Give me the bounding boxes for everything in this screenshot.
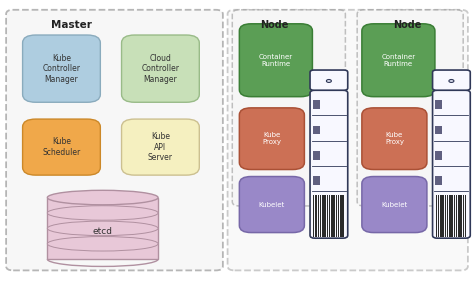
FancyBboxPatch shape (362, 108, 427, 170)
FancyBboxPatch shape (310, 70, 348, 90)
Bar (340, 195, 342, 237)
Bar (313, 151, 319, 160)
Ellipse shape (47, 221, 158, 236)
Text: Kube
API
Server: Kube API Server (148, 132, 173, 162)
Bar (449, 195, 451, 237)
Bar (342, 195, 344, 237)
Bar (438, 195, 439, 237)
FancyBboxPatch shape (232, 10, 346, 206)
Text: Container
Runtime: Container Runtime (381, 54, 415, 67)
Bar (445, 195, 446, 237)
Text: Kube
Proxy: Kube Proxy (263, 132, 282, 145)
Bar (329, 195, 330, 237)
Bar (333, 195, 335, 237)
Bar (458, 195, 460, 237)
Bar (436, 195, 437, 237)
Text: Node: Node (393, 20, 421, 30)
Polygon shape (47, 198, 158, 259)
Text: Kube
Scheduler: Kube Scheduler (42, 138, 81, 157)
Bar (460, 195, 462, 237)
Ellipse shape (47, 190, 158, 205)
FancyBboxPatch shape (121, 35, 199, 102)
Bar (463, 195, 464, 237)
Circle shape (327, 80, 331, 82)
Text: Cloud
Controller
Manager: Cloud Controller Manager (141, 54, 180, 83)
Text: Master: Master (51, 20, 91, 30)
Bar (465, 195, 466, 237)
FancyBboxPatch shape (362, 24, 435, 97)
FancyBboxPatch shape (239, 24, 312, 97)
FancyBboxPatch shape (121, 119, 199, 175)
Bar (456, 195, 457, 237)
Text: Kubelet: Kubelet (381, 201, 408, 207)
Bar (338, 195, 339, 237)
FancyBboxPatch shape (23, 119, 100, 175)
FancyBboxPatch shape (6, 10, 223, 270)
Bar (442, 195, 444, 237)
Text: Kube
Proxy: Kube Proxy (385, 132, 404, 145)
Bar (313, 126, 319, 134)
Bar (451, 195, 453, 237)
Bar (313, 100, 319, 109)
Bar (318, 195, 319, 237)
Bar (436, 100, 442, 109)
Bar (436, 151, 442, 160)
Ellipse shape (47, 237, 158, 251)
FancyBboxPatch shape (433, 70, 470, 90)
FancyBboxPatch shape (362, 177, 427, 233)
Bar (320, 195, 321, 237)
Bar (327, 195, 328, 237)
Bar (454, 195, 455, 237)
Bar (322, 195, 324, 237)
Bar (436, 126, 442, 134)
FancyBboxPatch shape (310, 90, 348, 238)
Text: Kubelet: Kubelet (259, 201, 285, 207)
FancyBboxPatch shape (239, 177, 304, 233)
Bar (336, 195, 337, 237)
Ellipse shape (47, 206, 158, 220)
Bar (331, 195, 333, 237)
FancyBboxPatch shape (433, 90, 470, 238)
FancyBboxPatch shape (228, 10, 468, 270)
Text: Node: Node (260, 20, 288, 30)
FancyBboxPatch shape (239, 108, 304, 170)
Bar (313, 195, 314, 237)
Text: Kube
Controller
Manager: Kube Controller Manager (43, 54, 81, 83)
Text: Container
Runtime: Container Runtime (259, 54, 293, 67)
Bar (447, 195, 448, 237)
Text: etcd: etcd (93, 227, 113, 236)
Bar (324, 195, 326, 237)
FancyBboxPatch shape (23, 35, 100, 102)
Bar (440, 195, 441, 237)
FancyBboxPatch shape (357, 10, 463, 206)
Bar (436, 176, 442, 185)
Circle shape (449, 80, 454, 82)
Bar (315, 195, 317, 237)
Bar (313, 176, 319, 185)
